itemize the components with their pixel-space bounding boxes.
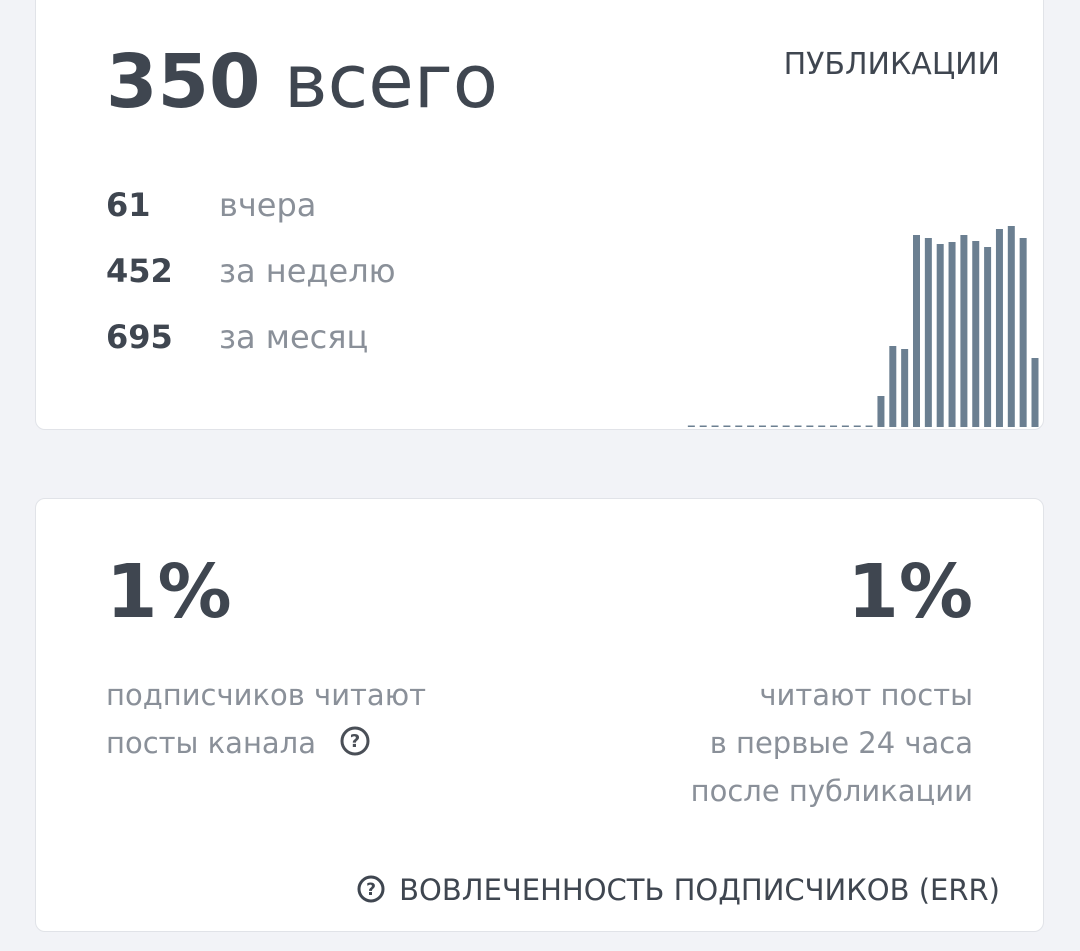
bar — [913, 235, 920, 427]
right-value: 1% — [847, 549, 973, 635]
stat-value: 61 — [106, 186, 151, 224]
stat-label: за месяц — [219, 318, 369, 356]
left-value: 1% — [106, 549, 232, 635]
bar — [936, 244, 944, 427]
total-label: всего — [284, 39, 498, 125]
bar — [818, 425, 826, 427]
bar — [972, 241, 980, 427]
bar — [758, 425, 766, 427]
bar — [960, 235, 968, 427]
bar — [711, 425, 719, 427]
total-value: 350 — [106, 39, 261, 125]
engagement-card: 1% 1% подписчиков читают посты канала ? … — [35, 498, 1044, 932]
caption-text: посты канала — [106, 726, 316, 760]
bar — [699, 425, 707, 427]
bar — [841, 425, 849, 427]
bar — [995, 229, 1003, 427]
bar — [1007, 226, 1015, 427]
bar — [1031, 358, 1039, 427]
bar — [687, 425, 695, 427]
bar — [770, 425, 778, 427]
left-caption: подписчиков читают посты канала ? — [106, 671, 426, 767]
bar — [853, 425, 861, 427]
bar — [924, 238, 932, 427]
section-title: ПУБЛИКАЦИИ — [783, 47, 1000, 82]
stat-label: за неделю — [219, 252, 396, 290]
help-icon: ? — [357, 875, 385, 903]
bar — [747, 425, 755, 427]
caption-line: читают посты — [759, 678, 973, 712]
bar — [782, 425, 790, 427]
stat-label: вчера — [219, 186, 317, 224]
footer[interactable]: ? ВОВЛЕЧЕННОСТЬ ПОДПИСЧИКОВ (ERR) — [355, 873, 1000, 907]
help-icon[interactable]: ? — [339, 725, 371, 757]
svg-text:?: ? — [350, 731, 360, 752]
caption-line: подписчиков читают — [106, 678, 427, 712]
stat-value: 695 — [106, 318, 173, 356]
caption-line: в первые 24 часа — [709, 726, 973, 760]
svg-text:?: ? — [366, 880, 376, 900]
publications-card: 350 всего ПУБЛИКАЦИИ 61 вчера 452 за неделю… — [35, 0, 1044, 430]
right-caption: читают посты в первые 24 часа после публ… — [691, 671, 973, 815]
bar — [794, 425, 802, 427]
bar — [806, 425, 814, 427]
bar — [1019, 238, 1027, 427]
bar — [901, 349, 909, 427]
bar — [830, 425, 838, 427]
bar — [889, 346, 897, 427]
total: 350 всего — [106, 39, 498, 125]
bar — [984, 247, 992, 427]
bar — [948, 242, 956, 427]
bar — [865, 425, 873, 427]
stat-value: 452 — [106, 252, 173, 290]
bar — [735, 425, 743, 427]
sparkline — [687, 226, 1039, 427]
bar — [877, 396, 885, 427]
caption-line: посты канала ? — [106, 719, 426, 767]
bar — [723, 425, 731, 427]
footer-text: ВОВЛЕЧЕННОСТЬ ПОДПИСЧИКОВ (ERR) — [399, 873, 1000, 907]
caption-line: после публикации — [690, 774, 973, 808]
